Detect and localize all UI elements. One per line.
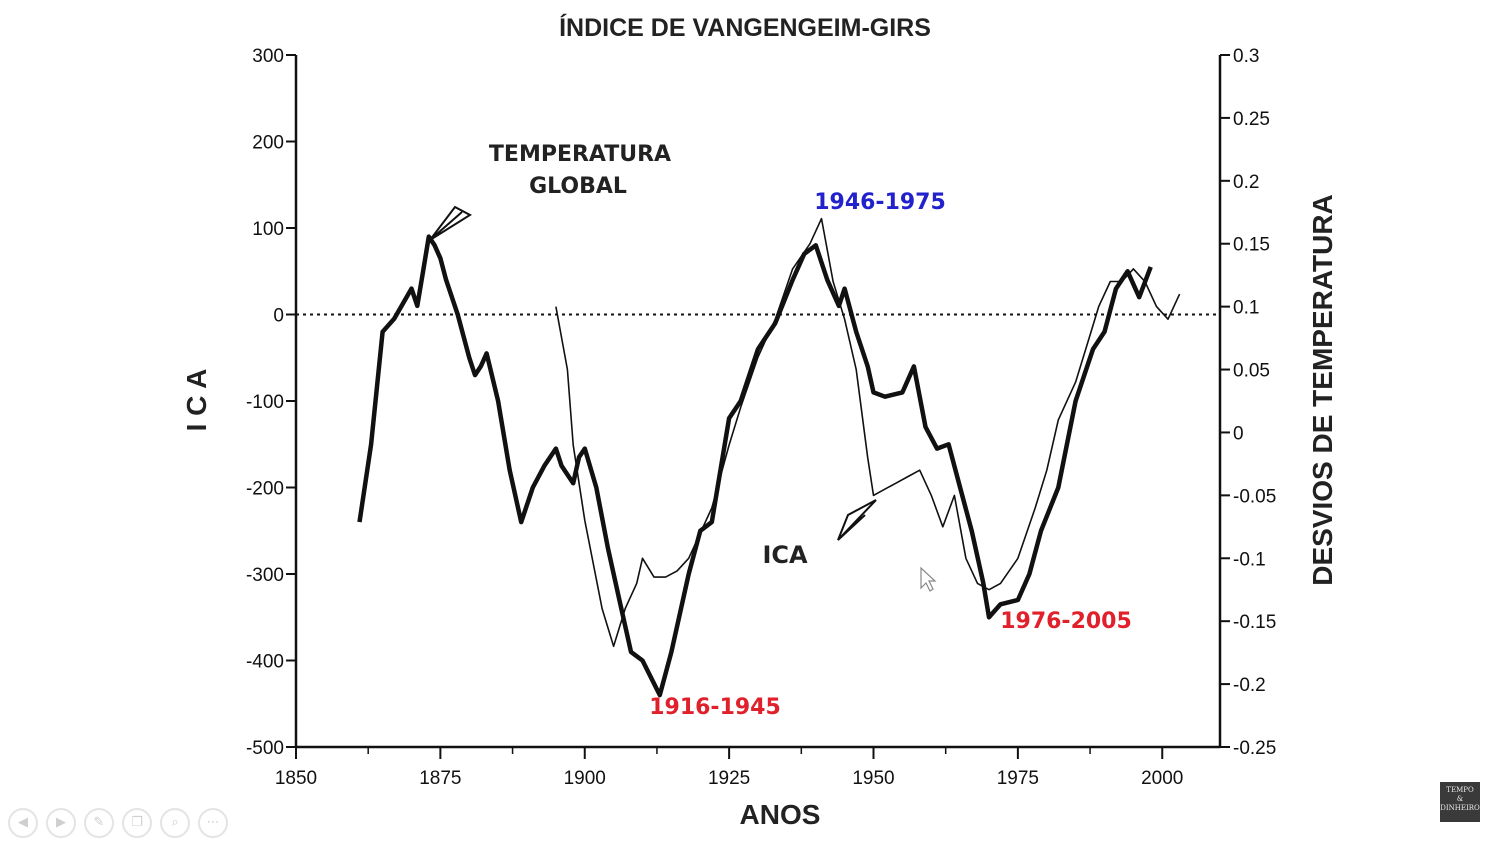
x-tick-label: 1950 xyxy=(852,768,894,789)
copy-icon[interactable]: ❐ xyxy=(122,808,152,838)
right-tick-label: -0.2 xyxy=(1233,675,1266,696)
right-axis-title: DESVIOS DE TEMPERATURA xyxy=(1307,194,1338,586)
right-tick-label: -0.25 xyxy=(1233,738,1276,759)
left-tick-label: 200 xyxy=(252,133,284,154)
right-tick-label: 0.15 xyxy=(1233,235,1270,256)
annotation-1976-2005: 1976-2005 xyxy=(1000,609,1132,634)
x-tick-label: 1850 xyxy=(275,768,317,789)
left-tick-label: -400 xyxy=(246,652,284,673)
left-tick-label: 0 xyxy=(273,306,284,327)
logo-line-1: TEMPO xyxy=(1446,786,1474,794)
label-ica: ICA xyxy=(762,541,808,569)
left-tick-label: -300 xyxy=(246,565,284,586)
right-tick-label: 0.05 xyxy=(1233,361,1270,382)
left-tick-label: 100 xyxy=(252,219,284,240)
logo-line-2: & xyxy=(1456,795,1464,803)
x-tick-label: 1925 xyxy=(708,768,750,789)
annotation-1946-1975: 1946-1975 xyxy=(814,190,946,215)
arrow-left-icon[interactable]: ◀ xyxy=(8,808,38,838)
x-tick-label: 1975 xyxy=(997,768,1039,789)
tick-layer: 1850 1875 1900 1925 1950 1975 2000 300 200 100 0 -1… xyxy=(246,46,1276,789)
x-axis-title: ANOS xyxy=(740,799,821,830)
arrow-right-icon[interactable]: ▶ xyxy=(46,808,76,838)
ica-series-line xyxy=(357,234,1153,698)
mouse-cursor-icon xyxy=(920,566,937,592)
left-tick-label: 300 xyxy=(252,46,284,67)
chart-title: ÍNDICE DE VANGENGEIM-GIRS xyxy=(559,13,931,42)
left-tick-label: -200 xyxy=(246,479,284,500)
series-layer xyxy=(357,217,1181,698)
x-tick-label: 1875 xyxy=(419,768,461,789)
ica-callout-arrow-icon xyxy=(837,499,877,541)
logo-line-3: DINHEIRO xyxy=(1440,804,1480,812)
right-tick-label: 0.3 xyxy=(1233,46,1259,67)
annotation-1916-1945: 1916-1945 xyxy=(649,695,781,720)
pen-icon[interactable]: ✎ xyxy=(84,808,114,838)
right-tick-label: -0.15 xyxy=(1233,612,1276,633)
label-temperatura: TEMPERATURA xyxy=(489,142,671,167)
channel-logo: TEMPO & DINHEIRO xyxy=(1440,782,1480,822)
plot-frame-layer xyxy=(294,55,1222,749)
right-tick-label: 0 xyxy=(1233,423,1244,444)
right-tick-label: 0.25 xyxy=(1233,109,1270,130)
right-tick-label: -0.05 xyxy=(1233,486,1276,507)
temperature-callout-arrow-icon xyxy=(429,205,472,241)
temperature-series-line xyxy=(555,217,1181,648)
label-global: GLOBAL xyxy=(529,174,627,199)
x-tick-label: 1900 xyxy=(564,768,606,789)
right-tick-label: 0.1 xyxy=(1233,298,1259,319)
presentation-toolbar: ◀ ▶ ✎ ❐ ⌕ ⋯ xyxy=(8,808,228,838)
x-tick-label: 2000 xyxy=(1141,768,1183,789)
right-tick-label: -0.1 xyxy=(1233,549,1266,570)
right-tick-label: 0.2 xyxy=(1233,172,1259,193)
left-tick-label: -100 xyxy=(246,392,284,413)
left-axis-title: I C A xyxy=(181,369,212,432)
left-tick-label: -500 xyxy=(246,738,284,759)
zoom-icon[interactable]: ⌕ xyxy=(160,808,190,838)
more-icon[interactable]: ⋯ xyxy=(198,808,228,838)
